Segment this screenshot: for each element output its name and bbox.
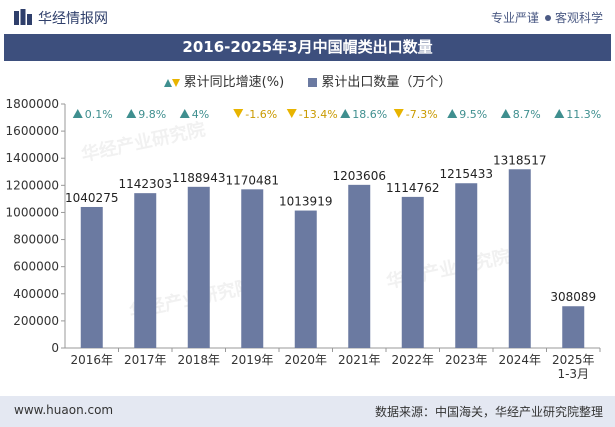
x-tick-label: 2025年	[552, 353, 595, 367]
x-tick-label: 2019年	[231, 353, 274, 367]
growth-up-marker	[554, 109, 565, 118]
bar	[348, 184, 371, 348]
x-tick-label: 2018年	[177, 353, 220, 367]
bar	[455, 183, 478, 348]
bar	[241, 189, 264, 348]
chart-title: 2016-2025年3月中国帽类出口数量	[4, 34, 611, 61]
bar	[401, 196, 424, 348]
bar	[508, 169, 531, 348]
growth-label: -7.3%	[406, 108, 438, 121]
bar-swatch-icon	[308, 78, 318, 87]
x-tick-label: 2016年	[70, 353, 113, 367]
legend-volume: 累计出口数量（万个）	[308, 71, 451, 90]
legend-volume-label: 累计出口数量（万个）	[321, 75, 452, 90]
up-triangle-icon	[163, 78, 172, 87]
x-tick-label: 2017年	[124, 353, 167, 367]
bar-value-label: 1114762	[386, 181, 439, 195]
bar	[294, 210, 317, 348]
growth-label: 8.7%	[513, 108, 541, 121]
growth-label: 0.1%	[85, 108, 113, 121]
y-tick-label: 400000	[13, 287, 59, 301]
growth-up-marker	[179, 109, 190, 118]
data-source: 数据来源：中国海关，华经产业研究院整理	[374, 405, 603, 419]
growth-up-marker	[72, 109, 83, 118]
bar-value-label: 308089	[550, 290, 596, 304]
tagline-dot	[544, 15, 551, 21]
footer: www.huaon.com 数据来源：中国海关，华经产业研究院整理	[0, 396, 615, 427]
bar	[134, 193, 157, 348]
x-tick-label: 2021年	[338, 353, 381, 367]
bar	[562, 306, 585, 348]
growth-down-marker	[233, 109, 244, 118]
top-bar: 华经情报网 专业严谨 客观科学	[0, 0, 615, 34]
growth-up-marker	[340, 109, 351, 118]
y-tick-label: 200000	[13, 314, 59, 328]
y-tick-label: 1800000	[6, 97, 59, 111]
down-triangle-icon	[171, 78, 180, 87]
y-tick-label: 800000	[13, 233, 59, 247]
website-link[interactable]: www.huaon.com	[14, 403, 114, 417]
bar-value-label: 1188943	[172, 171, 225, 185]
y-tick-label: 1400000	[6, 151, 59, 165]
y-tick-label: 1000000	[6, 205, 59, 219]
bar-value-label: 1318517	[493, 153, 546, 167]
tagline-left: 专业严谨	[490, 11, 539, 25]
bar-value-label: 1013919	[279, 195, 332, 209]
bar-value-label: 1203606	[333, 169, 386, 183]
legend-growth-label: 累计同比增速(%)	[183, 75, 285, 90]
growth-label: 4%	[192, 108, 209, 121]
y-tick-label: 600000	[13, 260, 59, 274]
chart-plot: 0 200000 400000 600000 800000 1000000 1200000 1…	[6, 97, 602, 381]
bar-value-label: 1215433	[440, 167, 493, 181]
growth-down-marker	[393, 109, 404, 118]
y-tick-label: 0	[51, 341, 59, 355]
x-tick-label: 1-3月	[557, 367, 589, 381]
bar	[187, 186, 210, 348]
chart-legend: 累计同比增速(%) 累计出口数量（万个）	[0, 71, 615, 91]
growth-up-marker	[500, 109, 511, 118]
site-name: 华经情报网	[38, 11, 108, 27]
growth-up-marker	[126, 109, 137, 118]
x-tick-label: 2024年	[498, 353, 541, 367]
growth-label: -1.6%	[245, 108, 277, 121]
growth-label: -13.4%	[299, 108, 338, 121]
growth-label: 18.6%	[352, 108, 387, 121]
bar	[80, 206, 103, 348]
logo-icon	[14, 9, 32, 25]
x-tick-label: 2022年	[391, 353, 434, 367]
y-tick-label: 1600000	[6, 124, 59, 138]
bar-value-label: 1142303	[119, 177, 172, 191]
y-tick-label: 1200000	[6, 178, 59, 192]
bar-value-label: 1040275	[65, 191, 118, 205]
bar-value-label: 1170481	[226, 173, 279, 187]
growth-label: 9.8%	[138, 108, 166, 121]
legend-growth: 累计同比增速(%)	[163, 71, 285, 90]
x-tick-label: 2023年	[445, 353, 488, 367]
tagline: 专业严谨 客观科学	[491, 9, 603, 26]
growth-label: 11.3%	[566, 108, 601, 121]
growth-down-marker	[286, 109, 297, 118]
growth-label: 9.5%	[459, 108, 487, 121]
x-tick-label: 2020年	[284, 353, 327, 367]
tagline-right: 客观科学	[554, 11, 603, 25]
growth-up-marker	[447, 109, 458, 118]
